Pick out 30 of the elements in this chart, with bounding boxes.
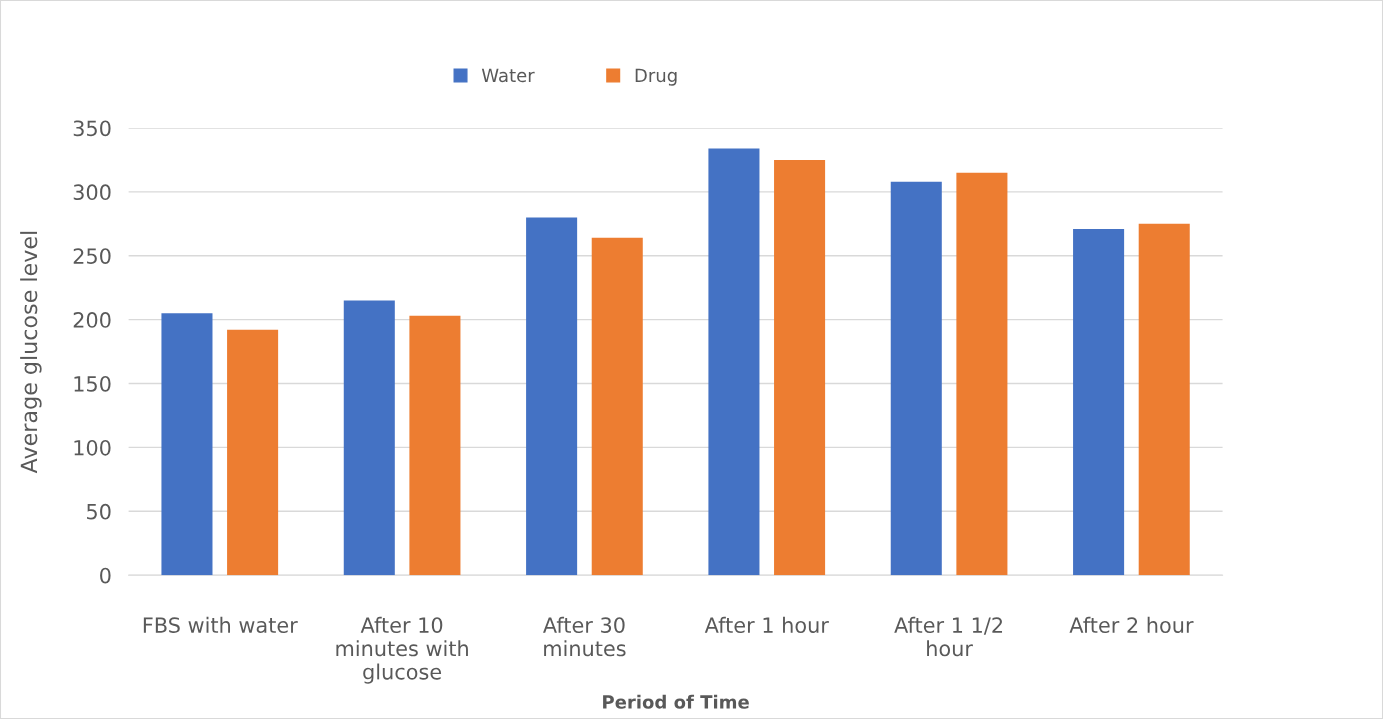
y-tick-label: 300: [73, 184, 111, 201]
y-axis-title: Average glucose level: [20, 231, 42, 474]
bar: [526, 217, 578, 576]
bar: [343, 300, 395, 576]
y-tick-label: 100: [74, 439, 111, 456]
x-axis-title: Period of Time: [603, 694, 749, 709]
x-tick-label: FBS with water: [143, 616, 298, 633]
x-tick-label: After 1 1/2 hour: [894, 616, 1003, 657]
x-tick-label: After 30 minutes: [543, 616, 626, 657]
bar: [1073, 228, 1125, 576]
bar: [708, 148, 760, 576]
bar: [591, 237, 643, 576]
y-tick-label: 250: [73, 248, 111, 264]
y-tick-label: 200: [73, 312, 111, 328]
bar: [956, 172, 1008, 576]
x-tick-label: After 10 minutes with glucose: [336, 616, 468, 684]
bar: [774, 159, 826, 576]
legend-label: Water: [481, 68, 535, 83]
x-tick-label: After 1 hour: [704, 616, 829, 633]
x-tick-label: After 2 hour: [1069, 616, 1194, 633]
bar: [227, 329, 279, 576]
bar: [161, 313, 213, 576]
y-tick-label: 0: [100, 567, 111, 584]
y-tick-label: 150: [74, 375, 111, 392]
bar: [890, 181, 942, 576]
legend-label: Drug: [635, 68, 677, 86]
bar: [409, 315, 461, 576]
bar: [1138, 223, 1190, 576]
y-tick-label: 50: [87, 503, 111, 520]
y-tick-label: 350: [73, 120, 111, 137]
